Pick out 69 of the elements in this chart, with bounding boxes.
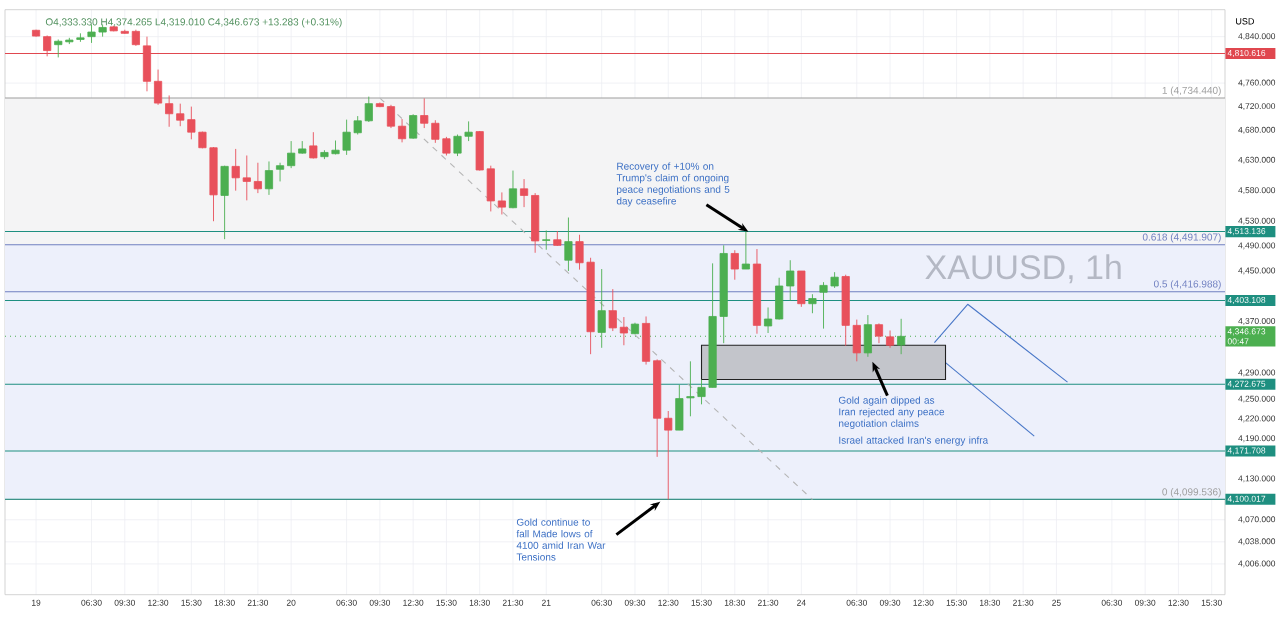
x-tick-label: 12:30 (1168, 599, 1189, 606)
x-tick-label: 15:30 (691, 599, 712, 606)
text: XAUUSD, 1h (925, 254, 1121, 284)
x-tick-label: 06:30 (81, 599, 102, 606)
x-tick-label: 12:30 (148, 599, 169, 606)
annotation: Israel attacked Iran's energy infra (839, 436, 989, 446)
x-tick-label: 15:30 (946, 599, 967, 606)
x-tick-label: 21 (541, 599, 551, 606)
x-tick-label: 18:30 (979, 599, 1001, 606)
ref-line-label: 4,100.017 (1227, 495, 1266, 503)
x-tick-label: 09:30 (624, 599, 646, 606)
y-tick-label: 4,250.000 (1238, 395, 1276, 403)
x-tick-label: 24 (797, 599, 806, 606)
y-tick-label: 4,840.000 (1238, 33, 1276, 41)
annotation: Gold continue to fall Made lows of 4100 amid Iran War Tensions (516, 518, 606, 561)
x-tick-label: 15:30 (181, 599, 202, 606)
y-axis-title: USD (1236, 18, 1254, 25)
ref-line-label: 4,810.616 (1227, 49, 1266, 58)
x-tick-label: 21:30 (502, 599, 524, 606)
x-tick-label: 06:30 (591, 599, 612, 606)
x-tick-label: 09:30 (1134, 599, 1156, 606)
x-tick-label: 06:30 (1101, 599, 1123, 606)
y-tick-label: 4,070.000 (1238, 516, 1276, 524)
x-tick-label: 21:30 (757, 599, 779, 606)
y-tick-label: 4,190.000 (1238, 435, 1276, 443)
y-tick-label: 4,038.000 (1238, 538, 1276, 546)
x-tick-label: 15:30 (1201, 599, 1222, 606)
y-tick-label: 4,220.000 (1238, 415, 1276, 423)
x-tick-label: 18:30 (469, 599, 490, 606)
y-tick-label: 4,006.000 (1238, 560, 1276, 568)
y-tick-label: 4,720.000 (1238, 103, 1276, 111)
ref-line-label: 4,513.136 (1227, 228, 1266, 236)
ref-line-label: 4,272.675 (1227, 380, 1266, 388)
annotation: Recovery of +10% on Trump's claim of ongoing peace negotiations and 5 day ceasefire (616, 162, 730, 207)
x-tick-label: 12:30 (403, 599, 424, 606)
ref-line-label: 0.5 (4,416.988) (1153, 280, 1221, 290)
x-tick-label: 20 (286, 599, 296, 606)
ref-line-label: 1 (4,734.440) (1162, 86, 1221, 96)
x-tick-label: 25 (1052, 599, 1061, 606)
x-tick-label: 21:30 (247, 599, 269, 606)
ref-line-label: 4,171.708 (1227, 447, 1266, 455)
x-tick-label: 21:30 (1013, 599, 1034, 606)
ref-line-label: 4,403.108 (1227, 296, 1266, 305)
annotation: Gold again dipped as Iran rejected any peace negotiation claims (838, 396, 945, 429)
x-tick-label: 15:30 (436, 599, 457, 606)
y-tick-label: 4,680.000 (1238, 126, 1276, 134)
x-tick-label: 18:30 (724, 599, 745, 606)
y-tick-label: 4,450.000 (1238, 267, 1276, 275)
y-tick-label: 4,760.000 (1238, 79, 1276, 87)
x-tick-label: 06:30 (846, 599, 867, 606)
x-tick-label: 09:30 (369, 599, 391, 606)
y-tick-label: 4,630.000 (1238, 156, 1276, 164)
y-tick-label: 4,580.000 (1238, 187, 1276, 195)
y-tick-label: 4,490.000 (1238, 242, 1276, 250)
y-tick-label: 4,370.000 (1238, 317, 1276, 325)
y-tick-label: 4,130.000 (1238, 475, 1276, 483)
x-tick-label: 12:30 (913, 599, 934, 606)
x-tick-label: 06:30 (336, 599, 357, 606)
x-tick-label: 09:30 (114, 599, 135, 606)
x-tick-label: 19 (32, 599, 41, 606)
x-tick-label: 12:30 (658, 599, 679, 606)
ref-line-label: 0.618 (4,491.907) (1142, 233, 1221, 243)
x-tick-label: 09:30 (879, 599, 901, 606)
ref-line-label: 0 (4,099.536) (1162, 488, 1221, 498)
y-tick-label: 4,530.000 (1238, 217, 1276, 225)
y-tick-label: 4,290.000 (1238, 369, 1276, 377)
text: O4,333.330 H4,374.265 L4,319.010 C4,346.673 +13.283 (+0.31%) (45, 18, 342, 28)
x-tick-label: 18:30 (214, 599, 235, 606)
ref-line-label: 4,346.673 00:47 (1227, 328, 1266, 345)
